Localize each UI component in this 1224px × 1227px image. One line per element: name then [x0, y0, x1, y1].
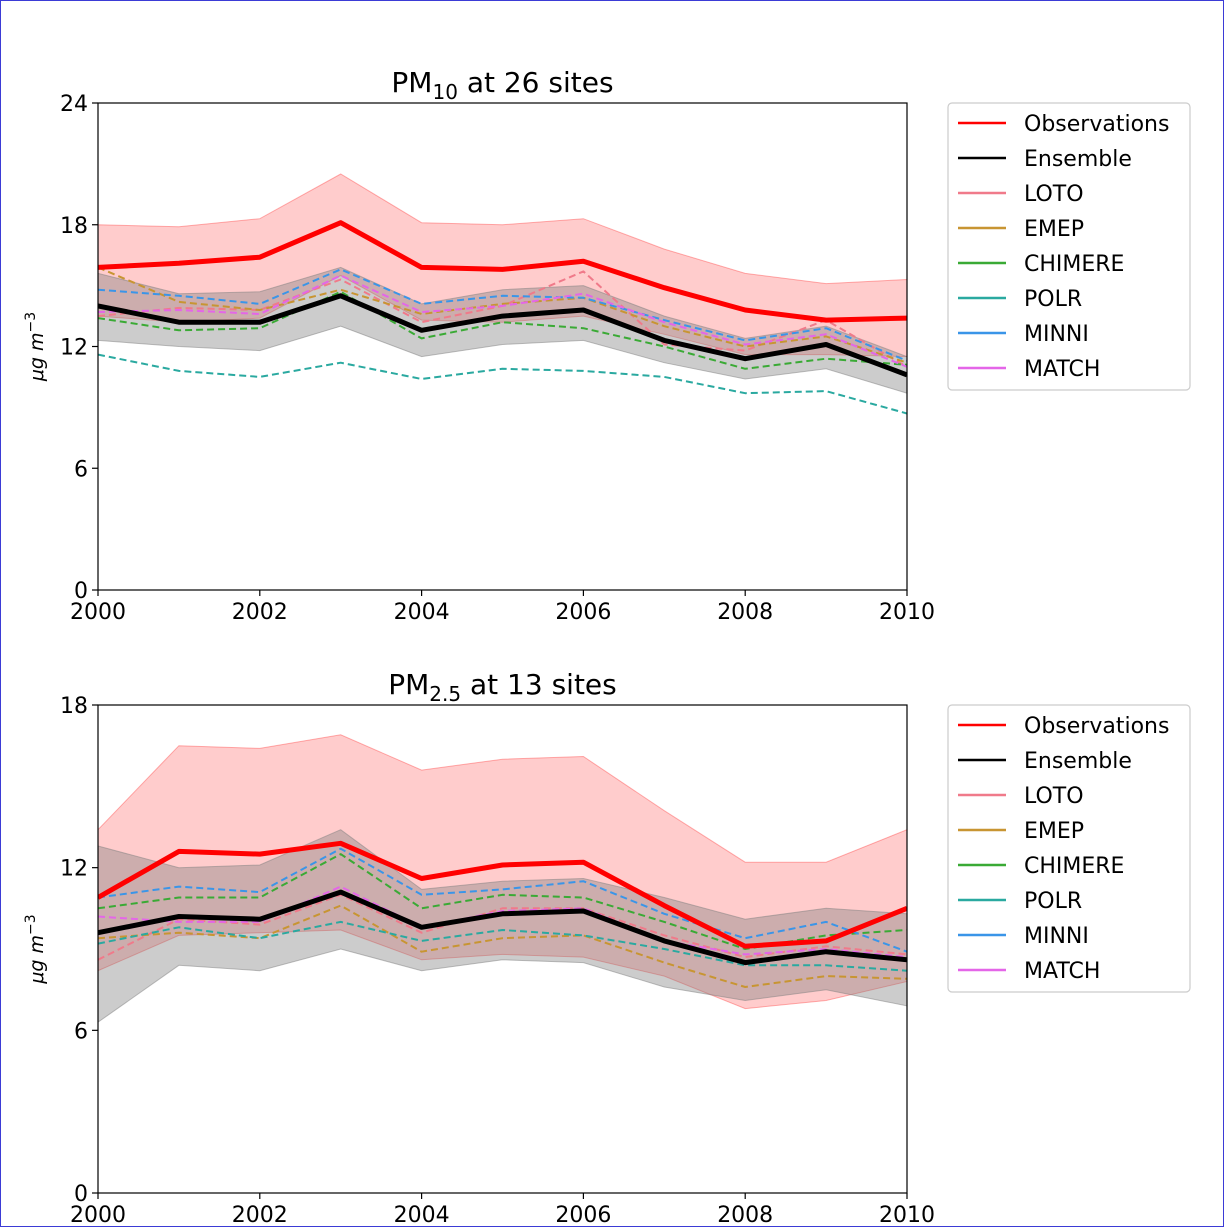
series-line-polr: [98, 353, 907, 415]
x-tick-label: 2004: [394, 1203, 450, 1227]
band-observations: [98, 173, 907, 358]
series-line-minni: [98, 268, 907, 362]
series-line-chimere: [98, 853, 907, 950]
plot-area: [98, 734, 907, 1023]
x-tick-label: 2000: [70, 600, 126, 625]
legend-label-loto: LOTO: [1024, 784, 1084, 809]
chart-title: PM2.5 at 13 sites: [388, 668, 617, 706]
y-tick-label: 0: [74, 579, 88, 604]
legend-label-ensemble: Ensemble: [1024, 147, 1132, 172]
chart-2: 2000 2002 2004 2006 2008 2010 0 6 12 18 PM2.5 at 1…: [23, 668, 1191, 1227]
series-line-match: [98, 885, 907, 959]
y-axis-label: μg m−3: [23, 914, 48, 984]
x-tick-label: 2006: [555, 600, 611, 625]
series-line-chimere: [98, 290, 907, 370]
band-observations: [98, 734, 907, 1010]
y-tick-label: 0: [74, 1182, 88, 1207]
x-tick-label: 2004: [394, 600, 450, 625]
legend-label-ensemble: Ensemble: [1024, 749, 1132, 774]
y-axis-label: μg m−3: [23, 312, 48, 382]
y-tick-label: 18: [60, 694, 88, 719]
series-line-emep: [98, 266, 907, 364]
legend-label-polr: POLR: [1024, 287, 1082, 312]
chart-1: 2000 2002 2004 2006 2008 2010 0 6 12 18 24 PM10 at …: [23, 66, 1191, 625]
chart-title: PM10 at 26 sites: [391, 66, 613, 104]
legend-label-minni: MINNI: [1024, 322, 1089, 347]
y-tick-label: 12: [60, 336, 88, 361]
series-line-observations: [98, 840, 907, 949]
y-tick-label: 24: [60, 92, 88, 117]
x-tick-label: 2008: [717, 1203, 773, 1227]
series-line-ensemble: [98, 293, 907, 378]
legend-box: [947, 102, 1191, 391]
x-tick-label: 2006: [555, 1203, 611, 1227]
legend-label-polr: POLR: [1024, 889, 1082, 914]
series-line-observations: [98, 220, 907, 323]
y-tick-label: 12: [60, 857, 88, 882]
series-line-emep: [98, 904, 907, 988]
legend-label-loto: LOTO: [1024, 182, 1084, 207]
legend-label-observations: Observations: [1024, 112, 1169, 137]
series-line-ensemble: [98, 889, 907, 966]
legend-label-observations: Observations: [1024, 714, 1169, 739]
series-line-minni: [98, 847, 907, 953]
x-tick-label: 2008: [717, 600, 773, 625]
legend-label-match: MATCH: [1024, 959, 1100, 984]
legend-label-chimere: CHIMERE: [1024, 252, 1124, 277]
plot-area: [98, 173, 907, 415]
legend-label-minni: MINNI: [1024, 924, 1089, 949]
legend-label-chimere: CHIMERE: [1024, 854, 1124, 879]
x-tick-label: 2002: [232, 1203, 288, 1227]
axes-frame: [97, 704, 908, 1194]
legend-label-match: MATCH: [1024, 357, 1100, 382]
y-tick-label: 6: [74, 1019, 88, 1044]
legend-label-emep: EMEP: [1024, 819, 1084, 844]
series-line-match: [98, 274, 907, 368]
x-tick-label: 2002: [232, 600, 288, 625]
legend: Observations Ensemble LOTO EMEP CHIMERE POLR M…: [947, 704, 1191, 993]
legend-box: [947, 704, 1191, 993]
x-tick-label: 2010: [879, 1203, 935, 1227]
x-tick-label: 2000: [70, 1203, 126, 1227]
x-tick-label: 2010: [879, 600, 935, 625]
legend: Observations Ensemble LOTO EMEP CHIMERE POLR M…: [947, 102, 1191, 391]
y-tick-label: 6: [74, 457, 88, 482]
y-tick-label: 18: [60, 214, 88, 239]
legend-label-emep: EMEP: [1024, 217, 1084, 242]
series-line-polr: [98, 920, 907, 972]
